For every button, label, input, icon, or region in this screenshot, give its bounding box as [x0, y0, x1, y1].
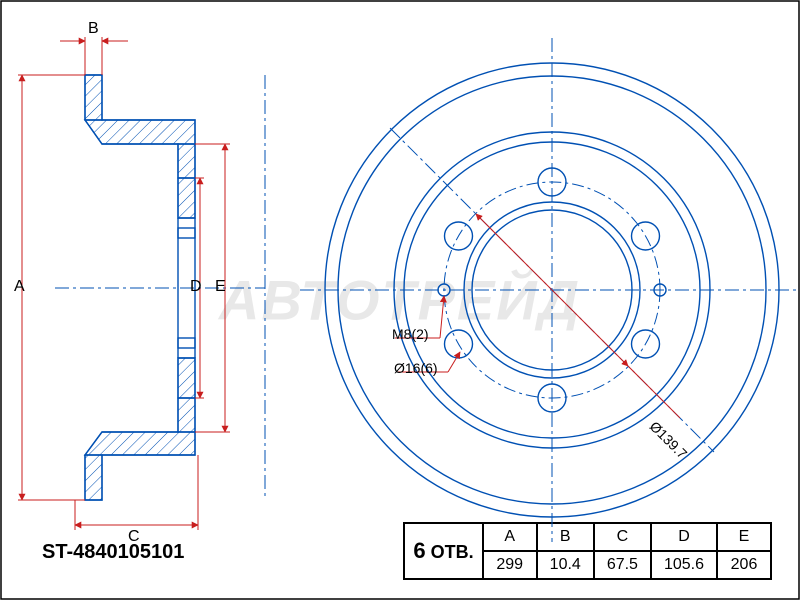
cross-section — [55, 75, 265, 500]
drawing-svg — [0, 0, 800, 600]
dim-label-d: D — [190, 278, 202, 296]
front-view — [300, 38, 800, 542]
callout-d16: Ø16(6) — [394, 360, 438, 376]
dim-label-e: E — [215, 278, 226, 296]
dim-label-a: A — [14, 278, 25, 296]
callout-m8: M8(2) — [392, 326, 429, 342]
dim-label-b: B — [88, 20, 99, 38]
dim-label-c: C — [128, 528, 140, 546]
